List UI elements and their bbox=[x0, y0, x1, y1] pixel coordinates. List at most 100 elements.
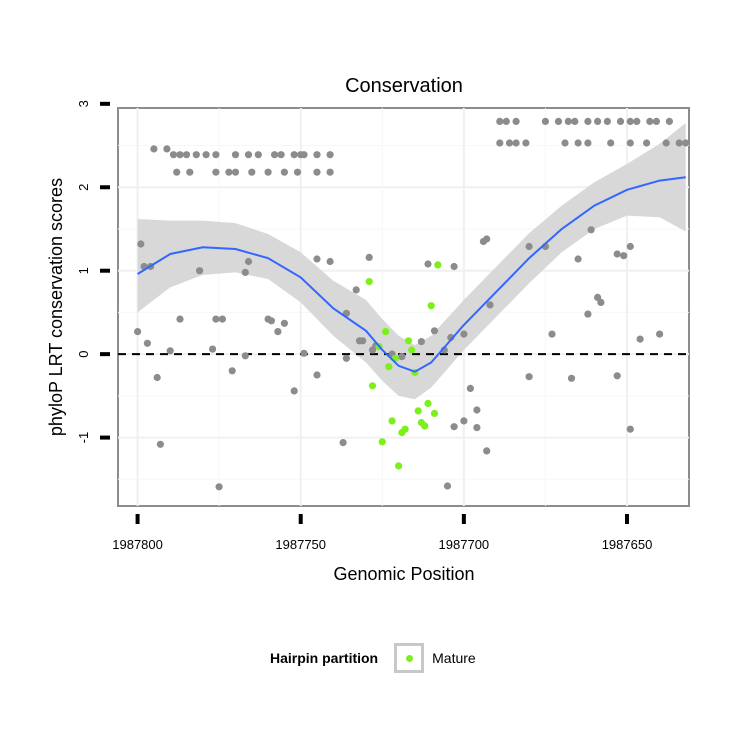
data-point-other bbox=[656, 330, 664, 338]
data-point-mature bbox=[401, 425, 409, 433]
data-point-other bbox=[496, 139, 504, 147]
data-point-other bbox=[326, 257, 334, 266]
data-point-other bbox=[228, 367, 236, 375]
data-point-other bbox=[643, 139, 651, 147]
data-point-mature bbox=[378, 438, 386, 446]
data-points bbox=[134, 117, 690, 491]
data-point-other bbox=[300, 349, 308, 357]
data-point-other bbox=[192, 151, 200, 159]
data-point-other bbox=[587, 226, 595, 234]
data-point-other bbox=[196, 267, 204, 275]
data-point-other bbox=[137, 240, 145, 248]
data-point-other bbox=[450, 423, 458, 431]
data-point-other bbox=[571, 117, 579, 125]
data-point-other bbox=[176, 315, 184, 323]
data-point-other bbox=[313, 371, 321, 379]
chart-title: Conservation bbox=[345, 75, 463, 97]
data-point-other bbox=[613, 372, 621, 380]
data-point-other bbox=[473, 406, 481, 414]
data-point-other bbox=[271, 151, 279, 159]
data-point-other bbox=[143, 339, 151, 347]
x-axis-label: Genomic Position bbox=[333, 564, 474, 584]
y-tick-label: 1 bbox=[76, 267, 91, 274]
data-point-other bbox=[134, 328, 142, 336]
data-point-other bbox=[313, 151, 321, 159]
data-point-other bbox=[231, 151, 240, 159]
data-point-other bbox=[460, 417, 468, 425]
y-tick-label: -1 bbox=[76, 432, 91, 444]
data-point-other bbox=[652, 117, 661, 125]
data-point-other bbox=[326, 151, 334, 159]
data-point-other bbox=[633, 117, 641, 125]
data-point-other bbox=[313, 255, 321, 263]
data-point-other bbox=[486, 301, 494, 309]
smooth-curve-layer bbox=[137, 176, 686, 373]
data-point-mature bbox=[404, 337, 412, 345]
data-point-other bbox=[473, 424, 481, 432]
data-point-other bbox=[450, 262, 458, 271]
data-point-other bbox=[417, 338, 425, 346]
data-point-other bbox=[564, 117, 572, 125]
data-point-other bbox=[241, 352, 249, 360]
data-point-other bbox=[212, 151, 220, 159]
data-point-other bbox=[505, 139, 514, 147]
smooth-trend-line bbox=[137, 176, 686, 373]
data-point-other bbox=[398, 353, 406, 361]
x-tick-label: 1987750 bbox=[275, 537, 326, 552]
data-point-other bbox=[584, 139, 592, 147]
data-point-other bbox=[584, 310, 592, 318]
data-point-other bbox=[215, 483, 223, 491]
data-point-other bbox=[512, 139, 520, 147]
data-point-other bbox=[466, 384, 474, 392]
data-point-other bbox=[202, 151, 210, 159]
data-point-other bbox=[290, 151, 298, 159]
data-point-other bbox=[300, 151, 308, 159]
data-point-other bbox=[460, 330, 468, 338]
data-point-other bbox=[352, 286, 360, 294]
data-point-other bbox=[264, 168, 272, 176]
data-point-other bbox=[662, 139, 670, 147]
data-point-other bbox=[218, 315, 226, 323]
data-point-other bbox=[626, 425, 634, 433]
data-point-other bbox=[241, 268, 249, 276]
data-point-other bbox=[522, 139, 530, 147]
x-tick-label: 1987650 bbox=[602, 537, 653, 552]
data-point-other bbox=[620, 252, 628, 260]
data-point-other bbox=[483, 235, 491, 243]
data-point-other bbox=[212, 315, 220, 323]
data-point-other bbox=[567, 374, 576, 382]
data-point-other bbox=[166, 347, 174, 355]
data-point-other bbox=[574, 255, 582, 263]
y-axis-label: phyloP LRT conservation scores bbox=[46, 178, 66, 436]
data-point-other bbox=[502, 117, 510, 125]
y-tick-label: 2 bbox=[76, 184, 91, 191]
x-axis: 1987800 1987750 1987700 1987650 bbox=[112, 514, 652, 552]
data-point-other bbox=[182, 151, 191, 159]
y-tick-label: 3 bbox=[76, 100, 91, 107]
data-point-other bbox=[365, 253, 373, 261]
x-tick-label: 1987800 bbox=[112, 537, 163, 552]
data-point-mature bbox=[434, 261, 442, 269]
data-point-mature bbox=[395, 462, 403, 470]
data-point-other bbox=[561, 139, 569, 147]
data-point-other bbox=[682, 139, 690, 147]
legend-marker-mature bbox=[405, 654, 413, 662]
data-point-other bbox=[293, 168, 302, 176]
legend-title: Hairpin partition bbox=[270, 650, 379, 666]
data-point-other bbox=[430, 327, 439, 335]
data-point-other bbox=[665, 117, 674, 125]
data-point-other bbox=[607, 139, 615, 147]
data-point-other bbox=[443, 482, 452, 490]
data-point-other bbox=[525, 242, 533, 251]
data-point-other bbox=[231, 168, 240, 176]
data-point-other bbox=[646, 117, 654, 125]
data-point-other bbox=[342, 354, 350, 362]
data-point-other bbox=[359, 337, 367, 345]
plot-panel bbox=[117, 107, 690, 507]
y-axis: -1 0 1 2 3 bbox=[76, 100, 110, 443]
data-point-other bbox=[636, 335, 644, 343]
x-tick-label: 1987700 bbox=[439, 537, 490, 552]
data-point-other bbox=[574, 139, 582, 147]
data-point-other bbox=[554, 117, 563, 125]
